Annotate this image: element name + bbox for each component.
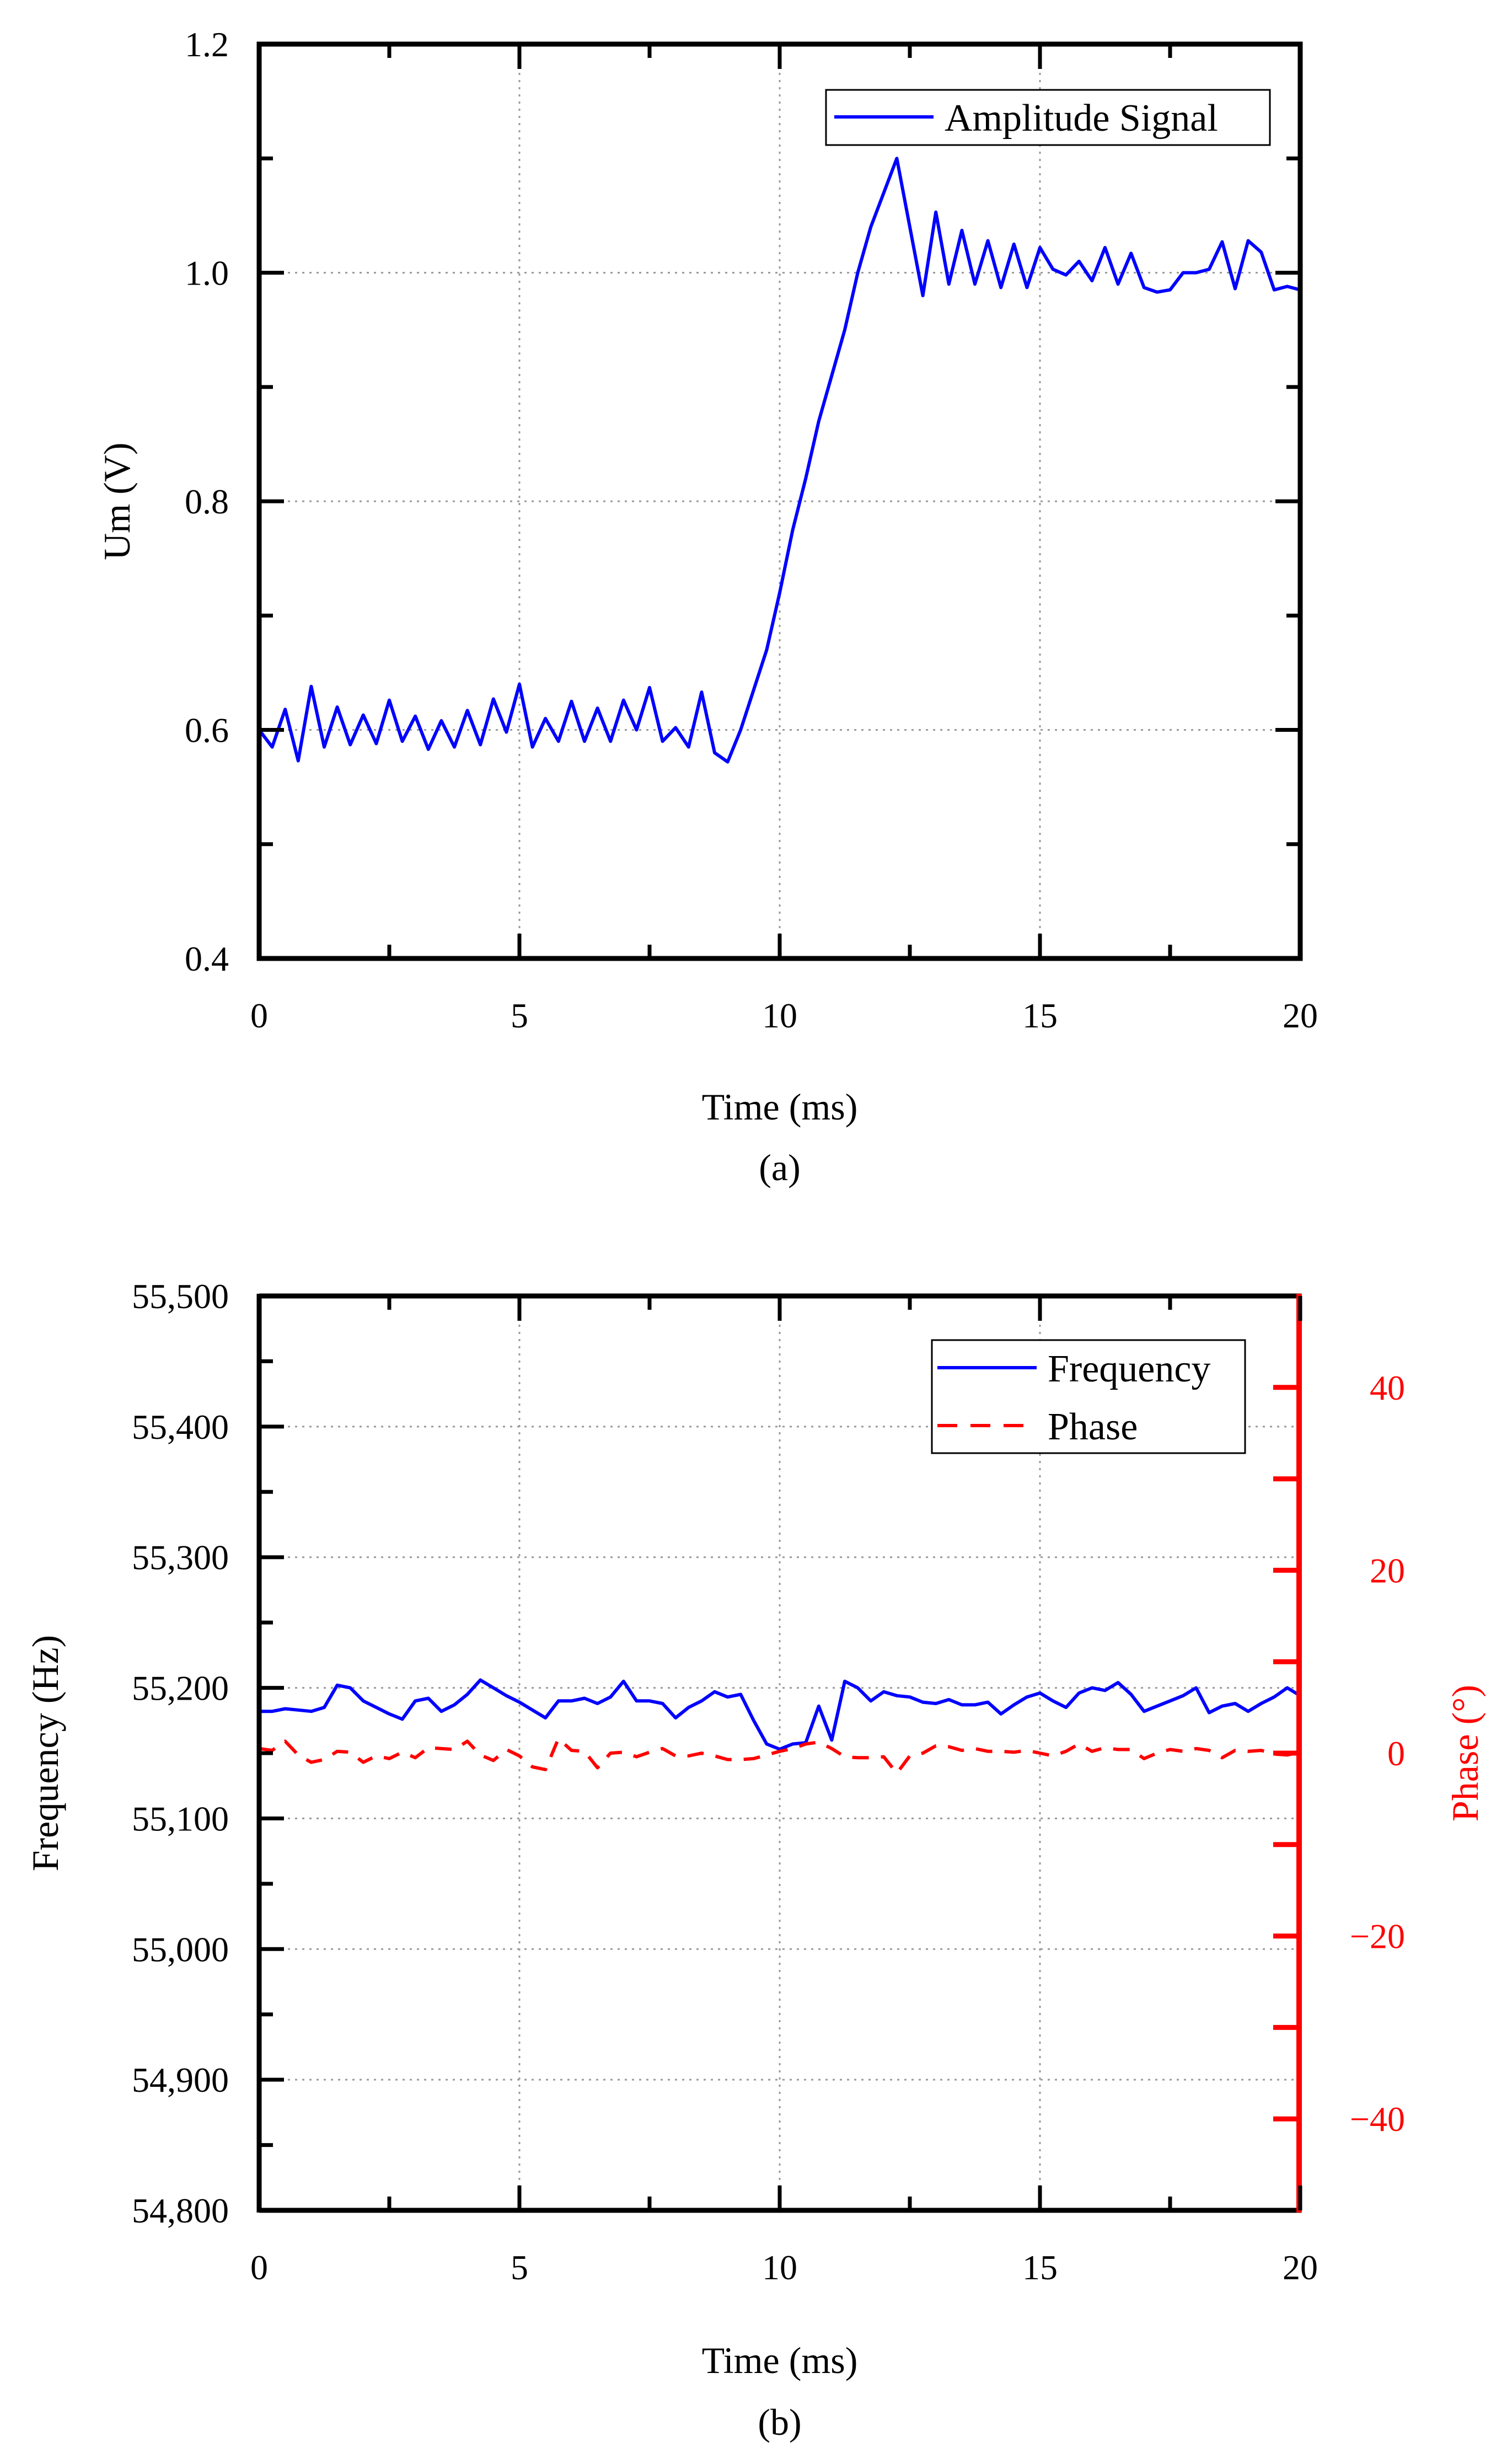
y2-tick-label: −20 — [1350, 1917, 1405, 1956]
y2-tick-label: 20 — [1370, 1551, 1405, 1590]
chart-b-x-axis-title: Time (ms) — [702, 2339, 858, 2381]
x-tick-label: 5 — [511, 2248, 528, 2287]
chart-a-caption: (a) — [759, 1147, 800, 1188]
chart-a-legend: Amplitude Signal — [825, 89, 1271, 146]
chart-b-series — [259, 1678, 1301, 1775]
series-line-frequency — [259, 1678, 1301, 1751]
chart-a-y-axis-title: Um (V) — [96, 442, 138, 560]
chart-a-series — [258, 157, 1301, 764]
y-tick-label: 1.0 — [185, 254, 229, 293]
x-tick-label: 10 — [762, 2248, 797, 2287]
y-tick-label: 0.8 — [185, 482, 229, 521]
chart-b: 0 5 10 15 20 54,80054,90055,00055,10055,2005… — [24, 1277, 1486, 2443]
series-line-phase — [259, 1737, 1301, 1775]
chart-b-legend-label-frequency: Frequency — [1048, 1348, 1210, 1390]
x-tick-label: 15 — [1022, 996, 1058, 1035]
chart-b-x-ticks: 0 5 10 15 20 — [250, 1296, 1318, 2287]
y2-tick-label: −40 — [1350, 2099, 1405, 2139]
x-tick-label: 15 — [1022, 2248, 1058, 2287]
x-tick-label: 0 — [250, 996, 268, 1035]
y2-tick-label: 40 — [1370, 1368, 1405, 1407]
chart-b-y-axis-title: Frequency (Hz) — [24, 1635, 66, 1872]
x-tick-label: 10 — [762, 996, 797, 1035]
y-tick-label: 55,100 — [132, 1799, 229, 1838]
y-tick-label: 0.6 — [185, 711, 229, 750]
chart-a: 0 5 10 15 20 0.4 0.6 0.8 1.0 1.2 Time (ms) Um (V… — [96, 25, 1318, 1188]
y-tick-label: 55,300 — [132, 1538, 229, 1577]
chart-a-grid — [259, 44, 1300, 958]
chart-a-y-ticks: 0.4 0.6 0.8 1.0 1.2 — [185, 25, 1300, 978]
y-tick-label: 1.2 — [185, 25, 229, 64]
y-tick-label: 55,000 — [132, 1930, 229, 1969]
y-tick-label: 55,400 — [132, 1407, 229, 1447]
y-tick-label: 55,500 — [132, 1277, 229, 1316]
x-tick-label: 0 — [250, 2248, 268, 2287]
chart-b-caption: (b) — [758, 2401, 801, 2443]
y-tick-label: 55,200 — [132, 1669, 229, 1708]
y-tick-label: 0.4 — [185, 939, 229, 978]
x-tick-label: 20 — [1283, 996, 1318, 1035]
chart-b-y-ticks: 54,800 54,900 55,000 55,100 55,200 55,300 55,4… — [132, 1277, 284, 2230]
chart-a-x-ticks: 0 5 10 15 20 — [250, 44, 1318, 1035]
y-tick-label: 54,900 — [132, 2060, 229, 2099]
chart-a-x-axis-title: Time (ms) — [702, 1086, 858, 1128]
chart-b-legend: Frequency Phase — [931, 1339, 1246, 1454]
chart-b-y2-ticks: −40 −20 0 20 40 — [1273, 1368, 1405, 2139]
series-line-amplitude-signal — [258, 157, 1301, 764]
y-tick-label: 54,800 — [132, 2191, 229, 2230]
chart-a-legend-label-amplitude: Amplitude Signal — [945, 97, 1218, 140]
x-tick-label: 5 — [511, 996, 528, 1035]
y2-tick-label: 0 — [1387, 1734, 1405, 1773]
chart-b-y2-axis-title: Phase (°) — [1444, 1685, 1486, 1822]
x-tick-label: 20 — [1283, 2248, 1318, 2287]
chart-b-legend-box — [931, 1339, 1246, 1454]
chart-b-legend-label-phase: Phase — [1048, 1406, 1138, 1448]
